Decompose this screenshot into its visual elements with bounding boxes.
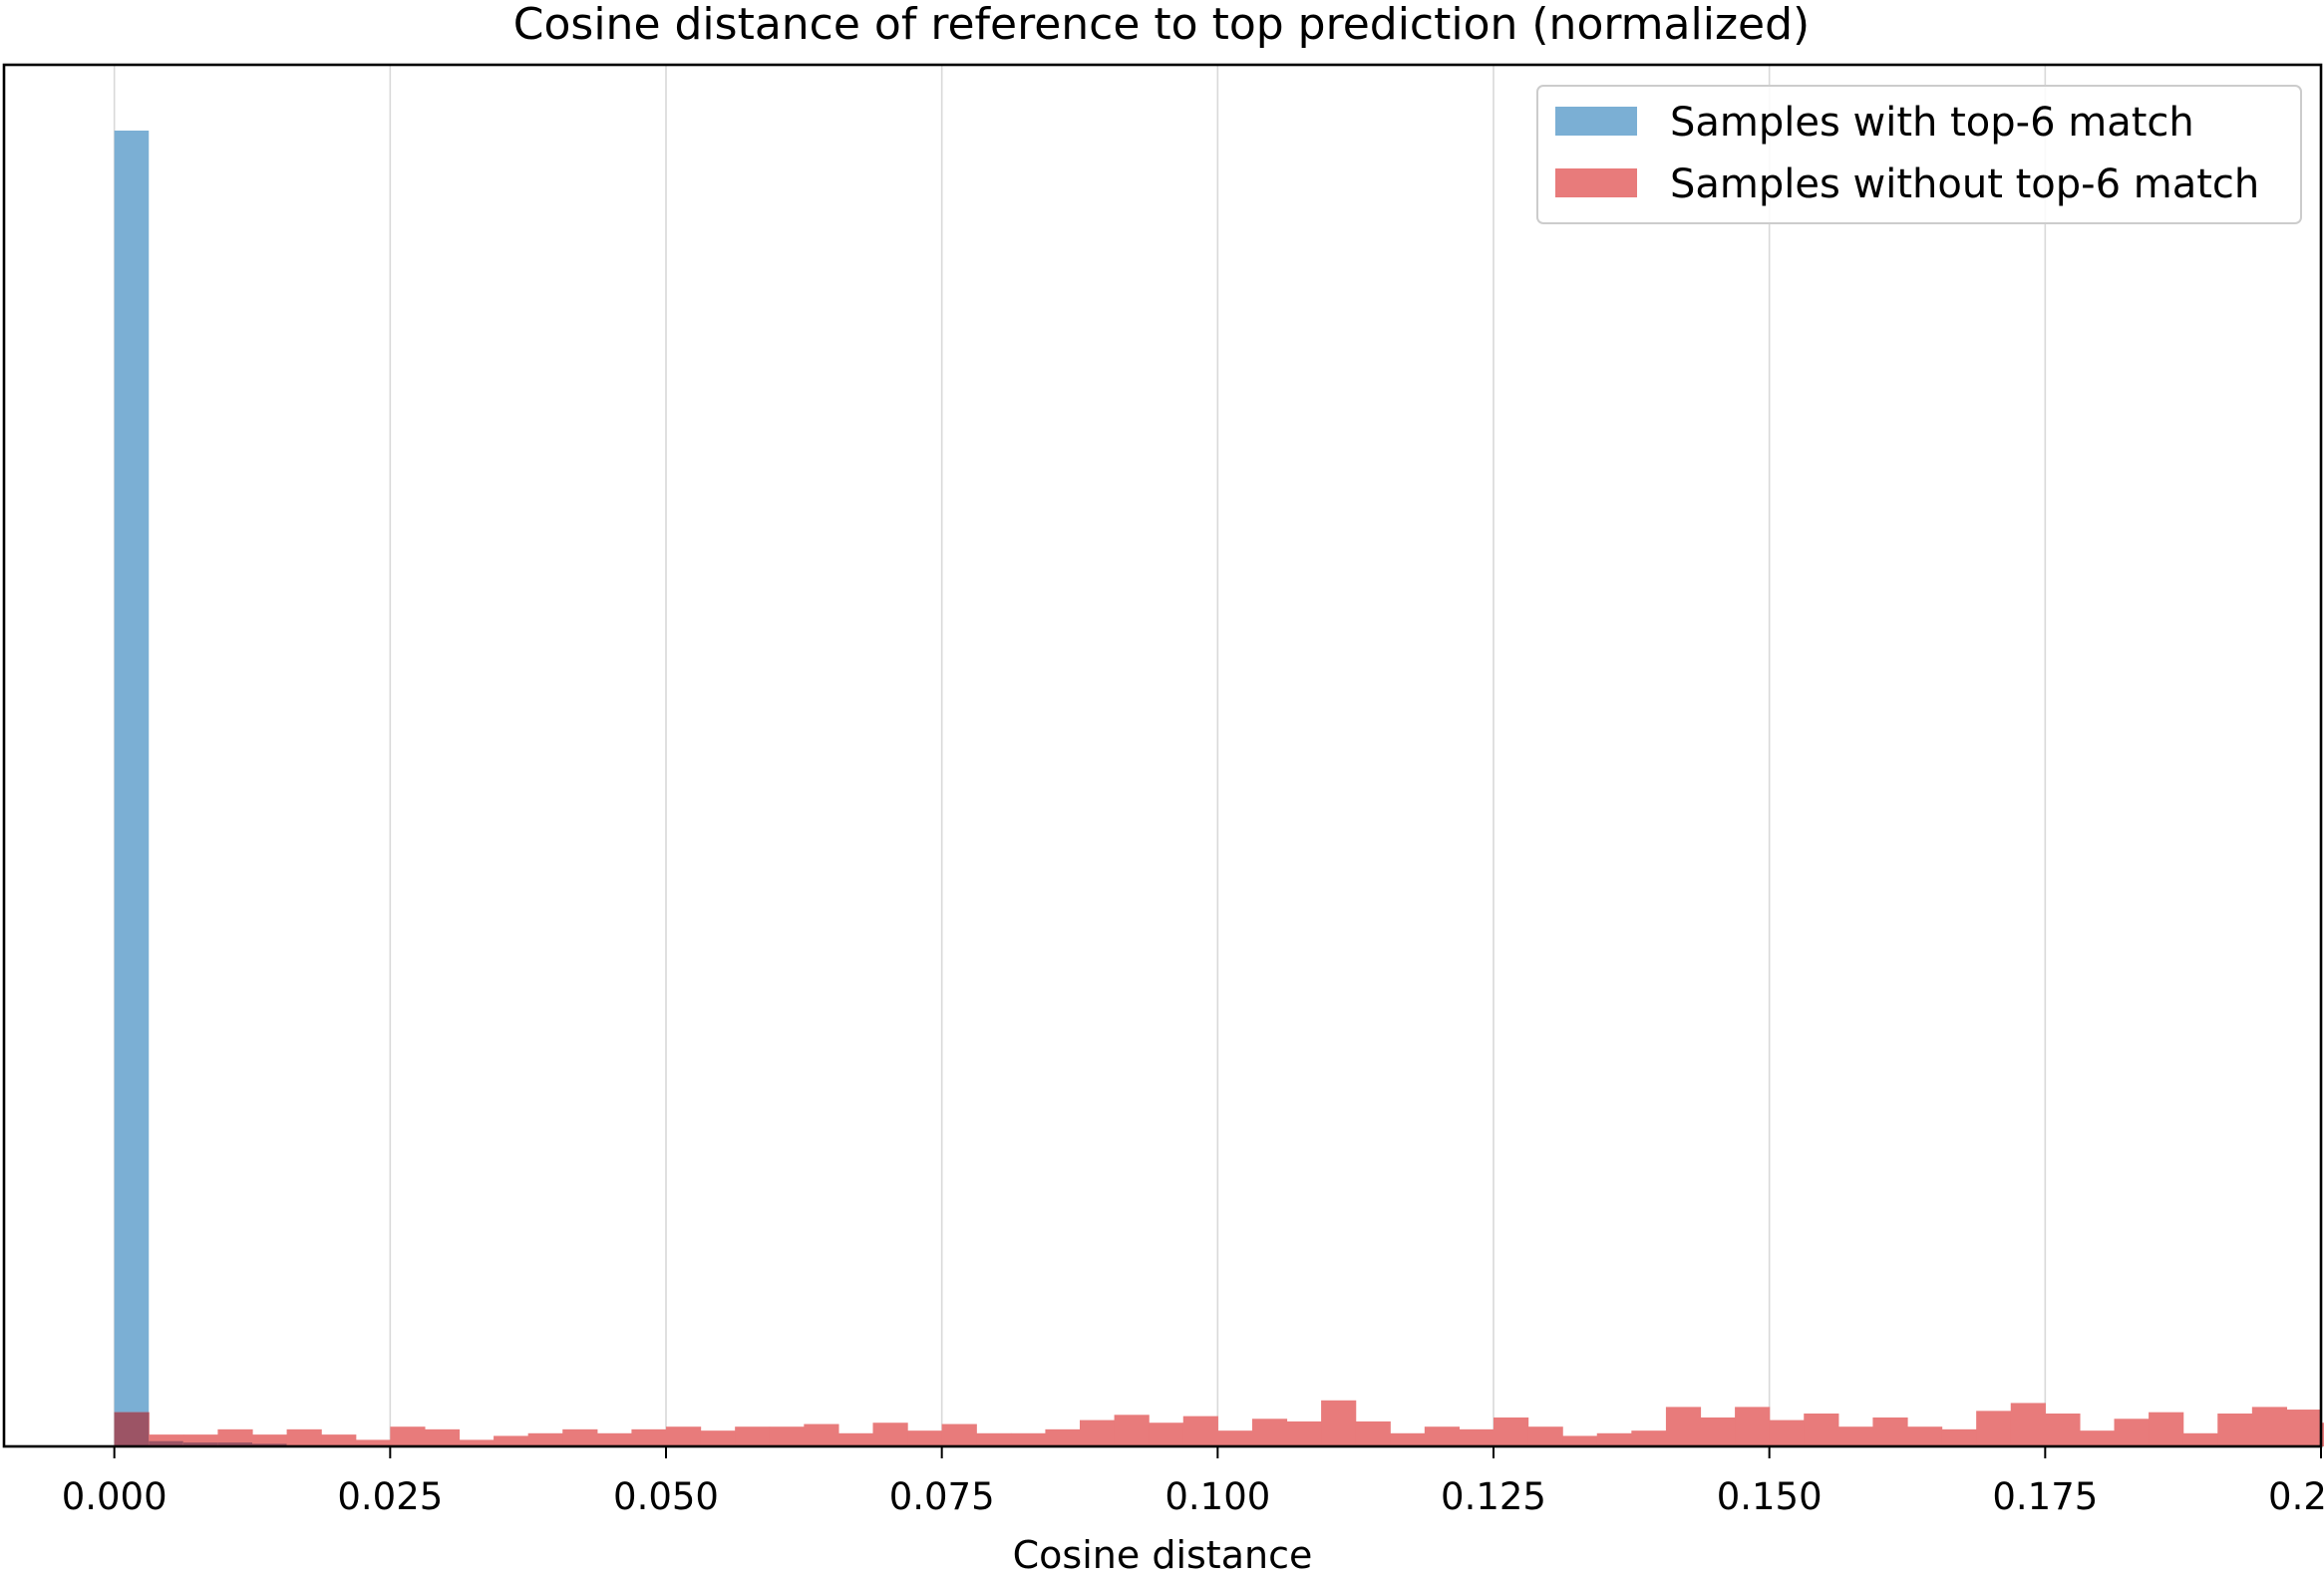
bar-with-match: [114, 131, 150, 1446]
bar-without-match: [596, 1432, 633, 1446]
bar-overlap: [149, 1440, 183, 1446]
bar-without-match: [182, 1434, 219, 1446]
bar-without-match: [1080, 1420, 1116, 1446]
bar-without-match: [1631, 1430, 1667, 1446]
bar-without-match: [424, 1428, 461, 1446]
bar-without-match: [1976, 1411, 2012, 1446]
bar-without-match: [390, 1426, 426, 1446]
bar-without-match: [735, 1426, 771, 1446]
legend-swatch-without-match: [1555, 168, 1637, 197]
bar-without-match: [1251, 1419, 1288, 1446]
x-tick-label: 0.200: [2268, 1475, 2324, 1518]
bar-without-match: [2321, 1422, 2324, 1446]
legend-label-without-match: Samples without top-6 match: [1670, 161, 2259, 207]
bar-without-match: [1045, 1428, 1081, 1446]
bar-overlap: [114, 1412, 150, 1446]
bar-without-match: [286, 1428, 322, 1446]
bar-without-match: [321, 1434, 357, 1446]
x-tick-label: 0.125: [1441, 1475, 1546, 1518]
bar-without-match: [666, 1426, 702, 1446]
x-tick-label: 0.175: [1992, 1475, 2098, 1518]
bar-without-match: [1907, 1426, 1943, 1446]
x-axis-ticks: 0.000 0.025 0.050 0.075 0.100 0.125 0.150 0.175…: [62, 1446, 2324, 1518]
bar-without-match: [2149, 1412, 2184, 1446]
bar-without-match: [1217, 1430, 1253, 1446]
bar-without-match: [1769, 1420, 1805, 1446]
x-tick-label: 0.025: [337, 1475, 443, 1518]
bar-without-match: [1837, 1426, 1874, 1446]
bar-without-match: [1941, 1428, 1977, 1446]
bar-without-match: [804, 1423, 839, 1446]
bar-without-match: [2010, 1403, 2046, 1446]
bar-without-match: [872, 1422, 908, 1446]
bar-without-match: [1562, 1435, 1598, 1446]
bar-without-match: [837, 1432, 874, 1446]
bar-without-match: [1149, 1422, 1184, 1446]
bar-overlap: [252, 1443, 287, 1446]
bar-without-match: [1459, 1428, 1494, 1446]
bar-without-match: [2045, 1414, 2081, 1446]
bar-without-match: [1010, 1432, 1047, 1446]
bar-without-match: [1804, 1414, 1839, 1446]
bar-without-match: [976, 1432, 1012, 1446]
chart-title: Cosine distance of reference to top pred…: [513, 0, 1810, 50]
legend-swatch-with-match: [1555, 107, 1637, 136]
bar-without-match: [252, 1434, 288, 1446]
bar-without-match: [1872, 1417, 1908, 1446]
bar-without-match: [1182, 1416, 1218, 1446]
x-tick-label: 0.100: [1164, 1475, 1270, 1518]
x-tick-label: 0.050: [613, 1475, 719, 1518]
bar-without-match: [2217, 1414, 2253, 1446]
bar-without-match: [1494, 1417, 1529, 1446]
bar-without-match: [2114, 1419, 2150, 1446]
bar-without-match: [1286, 1421, 1322, 1446]
grid-lines: [113, 65, 2322, 1446]
x-tick-label: 0.075: [889, 1475, 995, 1518]
x-axis-label: Cosine distance: [1013, 1533, 1313, 1577]
bar-overlap: [182, 1442, 218, 1446]
bar-without-match: [217, 1428, 253, 1446]
bar-without-match: [2251, 1407, 2288, 1446]
bar-without-match: [1735, 1407, 1771, 1446]
bar-without-match: [1527, 1426, 1563, 1446]
bar-without-match: [1424, 1426, 1461, 1446]
bar-without-match: [2286, 1410, 2322, 1446]
bar-without-match: [1390, 1432, 1426, 1446]
bar-without-match: [1665, 1407, 1702, 1446]
x-tick-label: 0.000: [62, 1475, 167, 1518]
bar-without-match: [769, 1426, 805, 1446]
bar-without-match: [527, 1432, 563, 1446]
bar-without-match: [631, 1428, 667, 1446]
bar-without-match: [700, 1430, 736, 1446]
legend-box: [1536, 85, 2302, 224]
bar-without-match: [907, 1430, 943, 1446]
bar-without-match: [494, 1435, 529, 1446]
legend-label-with-match: Samples with top-6 match: [1670, 100, 2194, 146]
bar-without-match: [1596, 1432, 1632, 1446]
bar-without-match: [355, 1439, 391, 1446]
bar-without-match: [459, 1439, 495, 1446]
bar-without-match: [2079, 1430, 2116, 1446]
bar-without-match: [941, 1423, 977, 1446]
histogram-bars: [114, 131, 2324, 1446]
bar-without-match: [562, 1428, 598, 1446]
x-tick-label: 0.150: [1717, 1475, 1823, 1518]
bar-without-match: [1321, 1400, 1357, 1446]
bar-without-match: [1114, 1415, 1150, 1446]
bar-without-match: [2182, 1432, 2218, 1446]
bar-without-match: [1700, 1417, 1736, 1446]
bar-overlap: [217, 1442, 252, 1446]
bar-without-match: [1355, 1421, 1391, 1446]
legend: Samples with top-6 match Samples without…: [1536, 85, 2302, 224]
bar-without-match: [149, 1434, 184, 1446]
plot-frame: [2, 63, 2323, 1448]
